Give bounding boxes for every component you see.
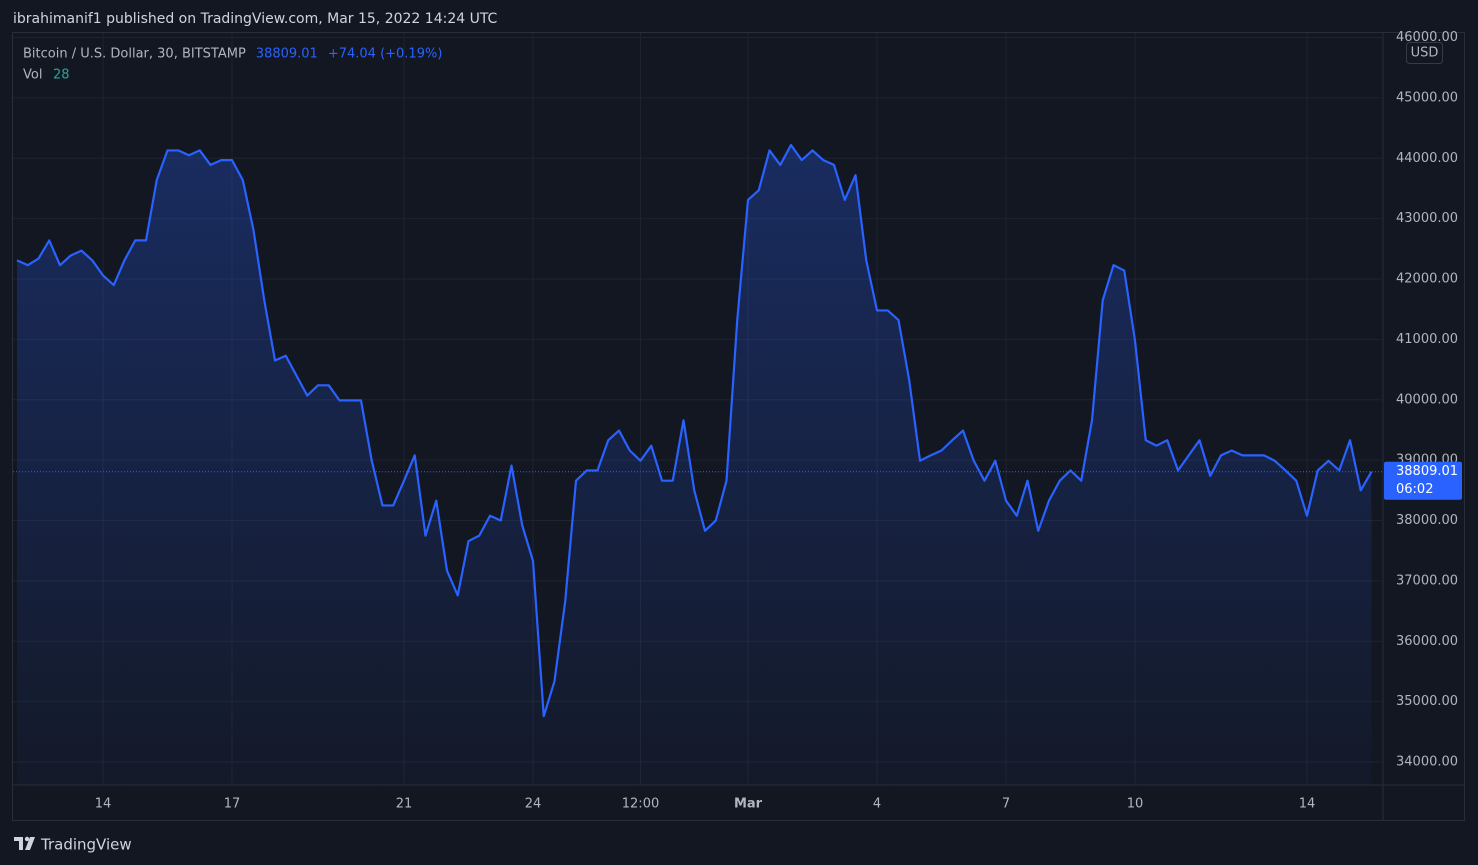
publish-header: ibrahimanif1 published on TradingView.co… bbox=[13, 11, 498, 27]
footer-brand: TradingView bbox=[40, 836, 132, 854]
price-tag-countdown: 06:02 bbox=[1396, 482, 1433, 497]
y-tick-label: 42000.00 bbox=[1396, 272, 1458, 287]
x-tick-label: 14 bbox=[95, 797, 112, 812]
y-tick-label: 46000.00 bbox=[1396, 30, 1458, 45]
y-tick-label: 37000.00 bbox=[1396, 573, 1458, 588]
price-tag-value: 38809.01 bbox=[1396, 464, 1458, 479]
y-tick-label: 35000.00 bbox=[1396, 694, 1458, 709]
footer-logo: TradingView bbox=[14, 836, 132, 854]
volume-label: Vol bbox=[23, 68, 42, 83]
x-tick-label: Mar bbox=[734, 797, 763, 812]
x-tick-label: 4 bbox=[873, 797, 881, 812]
price-tag-box bbox=[1384, 461, 1462, 500]
logo-dot bbox=[24, 836, 30, 842]
x-tick-label: 7 bbox=[1002, 797, 1010, 812]
x-tick-label: 14 bbox=[1299, 797, 1316, 812]
y-tick-label: 43000.00 bbox=[1396, 211, 1458, 226]
legend: Bitcoin / U.S. Dollar, 30, BITSTAMP 3880… bbox=[23, 47, 442, 83]
y-tick-label: 40000.00 bbox=[1396, 392, 1458, 407]
logo-mark bbox=[14, 837, 23, 850]
y-tick-label: 38000.00 bbox=[1396, 513, 1458, 528]
y-tick-label: 34000.00 bbox=[1396, 755, 1458, 770]
x-tick-label: 10 bbox=[1127, 797, 1144, 812]
last-price: 38809.01 bbox=[256, 47, 318, 62]
price-change: +74.04 (+0.19%) bbox=[328, 47, 443, 62]
y-tick-label: 41000.00 bbox=[1396, 332, 1458, 347]
price-tag: 38809.01 06:02 bbox=[1384, 461, 1462, 500]
x-tick-label: 24 bbox=[525, 797, 542, 812]
volume-value: 28 bbox=[53, 68, 70, 83]
price-line bbox=[16, 143, 1373, 718]
logo-slash bbox=[25, 837, 35, 850]
x-tick-label: 21 bbox=[396, 797, 413, 812]
plot bbox=[13, 143, 1383, 785]
y-tick-label: 44000.00 bbox=[1396, 151, 1458, 166]
x-tick-label: 17 bbox=[224, 797, 241, 812]
x-tick-label: 12:00 bbox=[622, 797, 659, 812]
currency: USD bbox=[1411, 46, 1439, 61]
symbol-name: Bitcoin / U.S. Dollar, 30, BITSTAMP bbox=[23, 47, 246, 62]
area-fill bbox=[17, 145, 1372, 785]
chart-frame bbox=[12, 32, 1465, 821]
y-tick-label: 36000.00 bbox=[1396, 634, 1458, 649]
currency-box[interactable] bbox=[1406, 42, 1443, 64]
y-tick-label: 45000.00 bbox=[1396, 90, 1458, 105]
